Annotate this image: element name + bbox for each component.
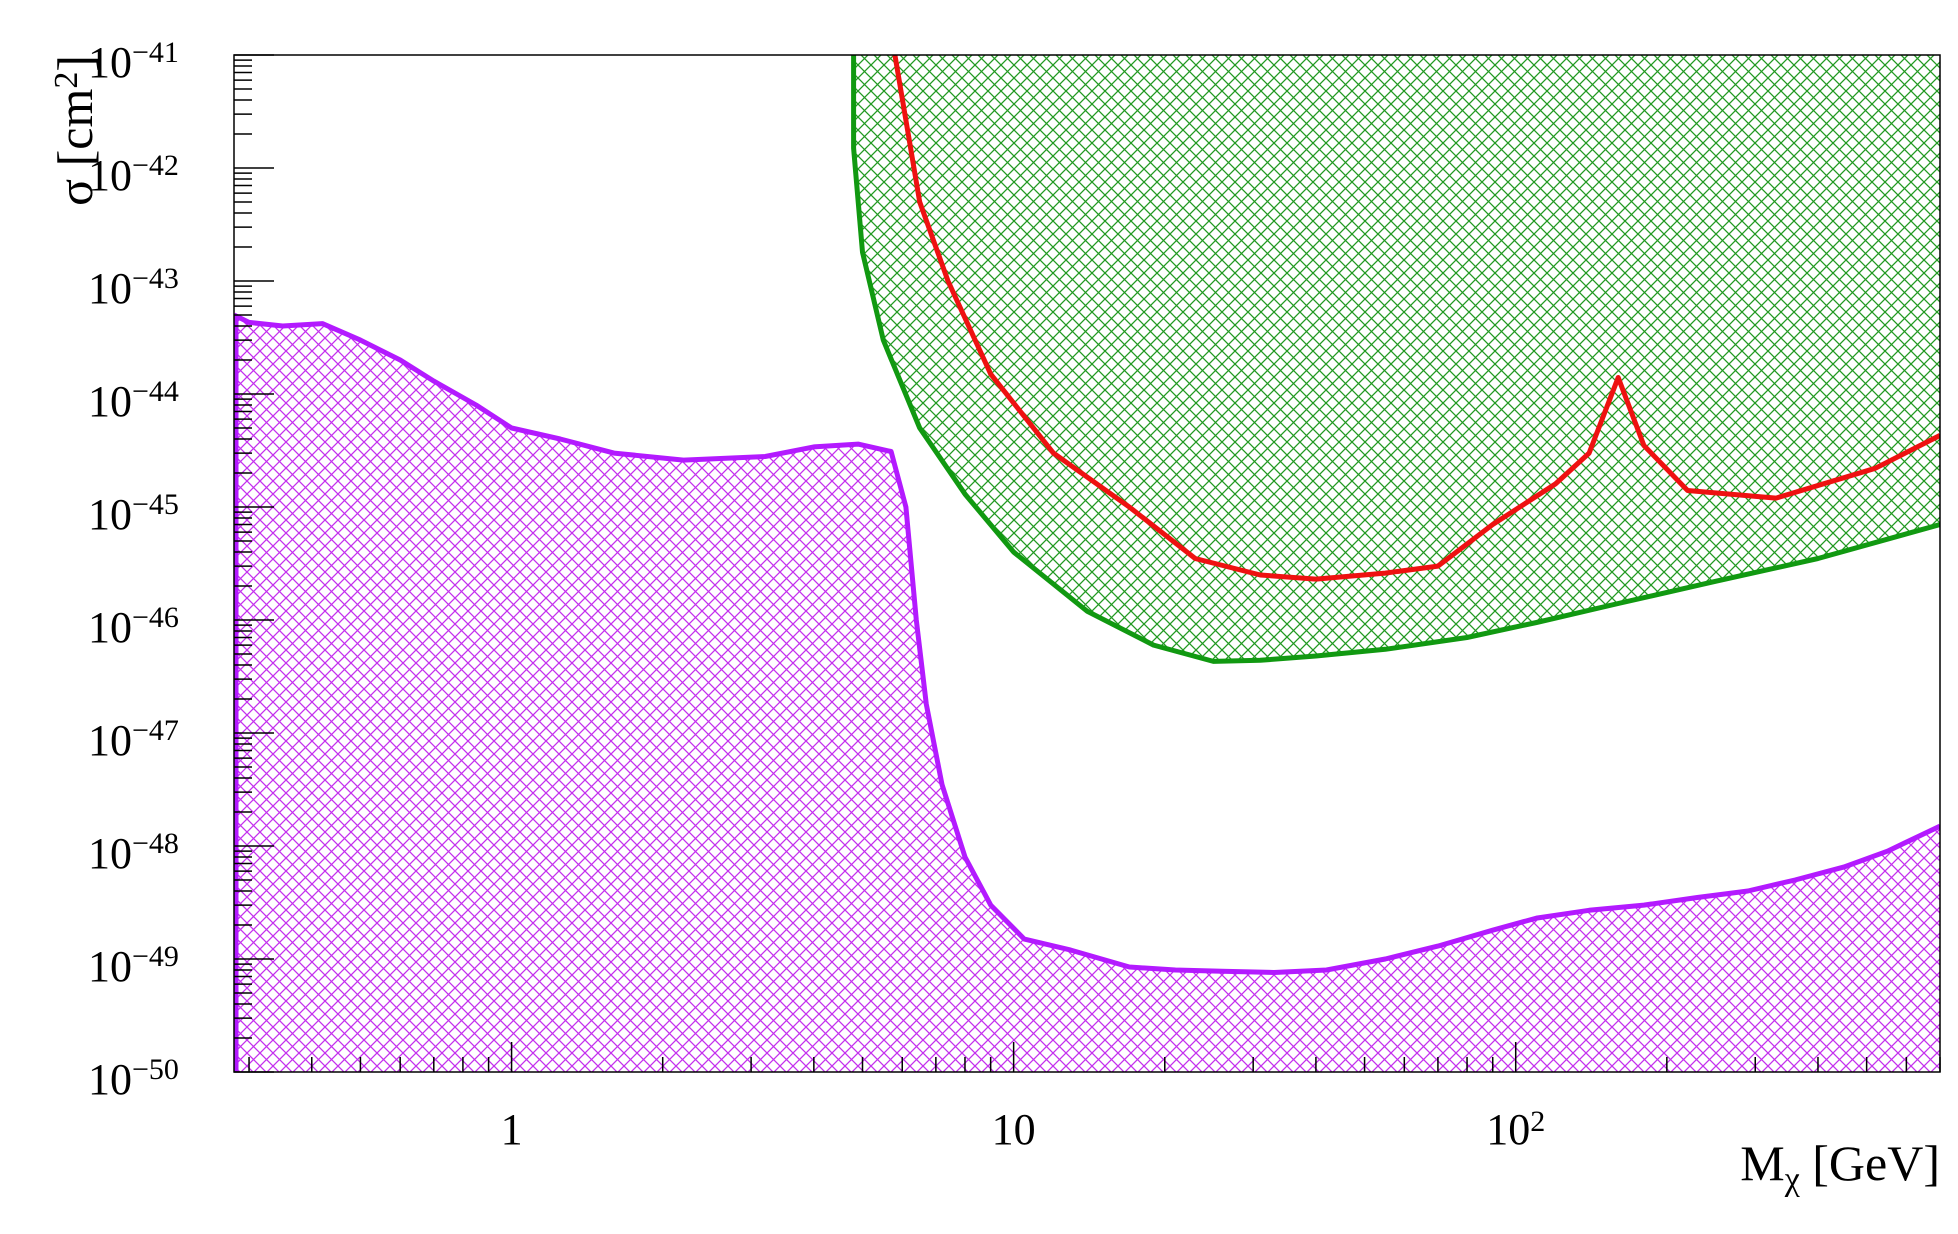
exclusion-region-green-fill (853, 55, 1940, 662)
y-tick-label: 10−44 (88, 375, 179, 426)
y-tick-label-base: 10 (88, 716, 132, 765)
y-tick-label: 10−42 (88, 149, 179, 200)
y-tick-label-exponent: −47 (132, 714, 179, 747)
exclusion-region-magenta (234, 312, 1940, 1072)
y-tick-label-exponent: −45 (132, 488, 179, 521)
y-tick-label-base: 10 (88, 942, 132, 991)
y-tick-label-base: 10 (88, 151, 132, 200)
axis-ticks (234, 54, 1941, 1073)
y-tick-label-base: 10 (88, 490, 132, 539)
limit-curve-red (892, 55, 1940, 582)
y-tick-label: 10−48 (88, 827, 179, 878)
y-tick-label: 10−45 (88, 488, 179, 539)
x-tick-label: 10 (992, 1105, 1036, 1154)
y-tick-label-exponent: −50 (132, 1053, 179, 1086)
plot-frame (233, 54, 1941, 1073)
x-tick-label: 102 (1486, 1105, 1545, 1155)
tick-labels: 1 10 10210−5010−4910−4810−4710−4610−4510−4… (88, 36, 1545, 1154)
y-axis-title-close: ] (47, 55, 103, 72)
y-tick-label-base: 10 (88, 38, 132, 87)
y-tick-label-exponent: −43 (132, 262, 179, 295)
y-tick-label-exponent: −44 (132, 375, 179, 408)
exclusion-region-magenta-fill (234, 315, 1940, 1072)
exclusion-region-magenta-line (234, 312, 1940, 975)
x-axis-title-subscript: χ (1784, 1161, 1800, 1198)
y-tick-label-base: 10 (88, 603, 132, 652)
x-axis-title-unit: [GeV] (1800, 1135, 1940, 1191)
x-axis-title-main: M (1740, 1135, 1784, 1191)
plot-area (234, 55, 1940, 1072)
limit-curve-red-line (892, 55, 1940, 582)
y-tick-label: 10−43 (88, 262, 179, 313)
y-tick-label-base: 10 (88, 377, 132, 426)
y-axis-title-main: σ [cm (47, 89, 103, 206)
y-tick-label-exponent: −48 (132, 827, 179, 860)
y-tick-label: 10−46 (88, 601, 179, 652)
y-tick-label: 10−47 (88, 714, 179, 765)
y-axis-title-superscript: 2 (48, 72, 85, 89)
x-tick-label-exponent: 2 (1530, 1105, 1545, 1138)
y-tick-label: 10−41 (88, 36, 179, 87)
y-axis-title: σ [cm2] (47, 55, 103, 206)
y-tick-label-base: 10 (88, 829, 132, 878)
y-tick-label-exponent: −46 (132, 601, 179, 634)
exclusion-region-green-line (851, 55, 1940, 664)
y-tick-label: 10−49 (88, 940, 179, 991)
exclusion-region-green (851, 55, 1940, 664)
y-tick-label-base: 10 (88, 264, 132, 313)
y-tick-label-base: 10 (88, 1055, 132, 1104)
x-tick-label-base: 10 (992, 1105, 1036, 1154)
y-tick-label: 10−50 (88, 1053, 179, 1104)
x-axis-title: Mχ [GeV] (1740, 1135, 1940, 1198)
y-tick-label-exponent: −49 (132, 940, 179, 973)
x-tick-label-base: 10 (1486, 1105, 1530, 1154)
x-tick-label: 1 (501, 1105, 523, 1154)
y-tick-label-exponent: −41 (132, 36, 179, 69)
x-tick-label-base: 1 (501, 1105, 523, 1154)
y-tick-label-exponent: −42 (132, 149, 179, 182)
